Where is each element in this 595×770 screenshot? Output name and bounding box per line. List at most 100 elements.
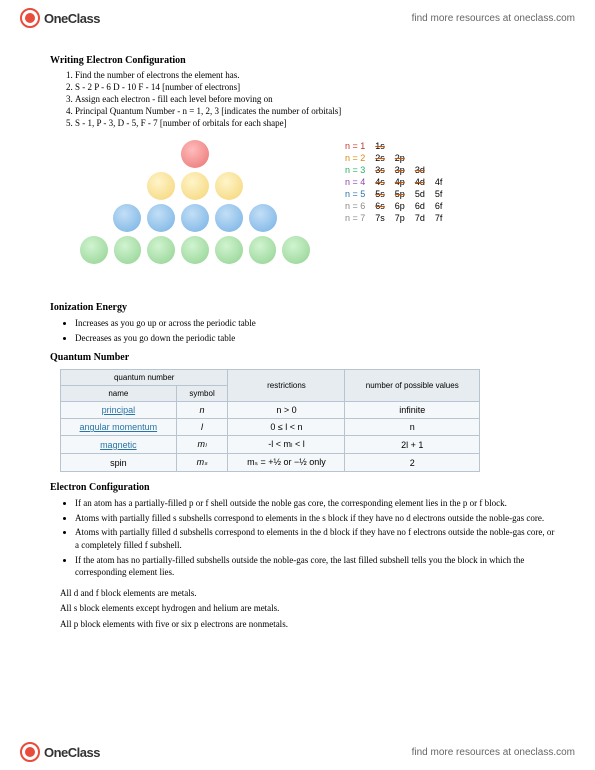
table-cell: -l < mₗ < l [228,436,345,454]
ec-list: If an atom has a partially-filled p or f… [75,497,555,579]
logo-icon [20,742,40,762]
orbital-f-icon [147,236,175,264]
writing-steps-list: Find the number of electrons the element… [75,70,555,128]
orbital-cell: 5d [410,188,430,200]
note-text: All s block elements except hydrogen and… [60,602,555,615]
orbital-cell: 7f [430,212,448,224]
orbital-cell: 3d [410,164,430,176]
list-item: Increases as you go up or across the per… [75,317,555,330]
orbital-cell: 6f [430,200,448,212]
table-cell: principal [61,402,177,419]
table-header: symbol [176,386,228,402]
orbital-cell: 5f [430,188,448,200]
orbital-cell: 3s [370,164,390,176]
orbital-cell: 4d [410,176,430,188]
table-cell: infinite [345,402,480,419]
header-link[interactable]: find more resources at oneclass.com [412,13,575,24]
page-content: Writing Electron Configuration Find the … [50,55,555,634]
table-cell: 2 [345,454,480,472]
orbital-d-icon [147,204,175,232]
orbital-cell: 7d [410,212,430,224]
section-title-writing: Writing Electron Configuration [50,55,555,66]
orbital-f-icon [80,236,108,264]
list-item: S - 1, P - 3, D - 5, F - 7 [number of or… [75,118,555,128]
orbital-cell: 7p [390,212,410,224]
list-item: Atoms with partially filled s subshells … [75,512,555,525]
orbital-p-icon [215,172,243,200]
orbital-cell: 2p [390,152,410,164]
table-cell: n > 0 [228,402,345,419]
table-cell: 0 ≤ l < n [228,419,345,436]
table-cell: mₗ [176,436,228,454]
level-label: n = 6 [340,200,370,212]
orbital-d-icon [215,204,243,232]
list-item: If the atom has no partially-filled subs… [75,554,555,579]
ionization-list: Increases as you go up or across the per… [75,317,555,344]
table-header: restrictions [228,370,345,402]
orbital-d-icon [181,204,209,232]
list-item: If an atom has a partially-filled p or f… [75,497,555,510]
list-item: Decreases as you go down the periodic ta… [75,332,555,345]
level-label: n = 1 [340,140,370,152]
orbital-f-icon [282,236,310,264]
list-item: Atoms with partially filled d subshells … [75,526,555,551]
level-label: n = 5 [340,188,370,200]
quantum-number-table: quantum number restrictions number of po… [60,369,480,472]
orbital-f-icon [181,236,209,264]
brand-logo: OneClass [20,8,100,28]
table-cell: mₛ = +½ or −½ only [228,454,345,472]
orbital-cell: 4f [430,176,448,188]
table-header: name [61,386,177,402]
list-item: Assign each electron - fill each level b… [75,94,555,104]
orbital-cell: 5p [390,188,410,200]
list-item: Find the number of electrons the element… [75,70,555,80]
table-cell: l [176,419,228,436]
header-bar: OneClass find more resources at oneclass… [0,0,595,36]
diagram-row: n = 11s n = 22s2p n = 33s3p3d n = 44s4p4… [80,140,555,290]
table-cell: n [176,402,228,419]
brand-logo-footer: OneClass [20,742,100,762]
orbital-pyramid-diagram [80,140,310,290]
table-cell: magnetic [61,436,177,454]
orbital-s-icon [181,140,209,168]
level-label: n = 7 [340,212,370,224]
table-header: number of possible values [345,370,480,402]
footer-bar: OneClass find more resources at oneclass… [0,734,595,770]
table-cell: spin [61,454,177,472]
note-text: All p block elements with five or six p … [60,618,555,631]
orbital-cell: 4s [370,176,390,188]
list-item: Principal Quantum Number - n = 1, 2, 3 [… [75,106,555,116]
orbital-cell: 6p [390,200,410,212]
table-cell: mₛ [176,454,228,472]
table-cell: 2l + 1 [345,436,480,454]
orbital-f-icon [249,236,277,264]
level-label: n = 3 [340,164,370,176]
orbital-cell: 4p [390,176,410,188]
orbital-cell: 1s [370,140,390,152]
orbital-cell: 5s [370,188,390,200]
table-header: quantum number [61,370,228,386]
footer-link[interactable]: find more resources at oneclass.com [412,747,575,758]
orbital-cell: 2s [370,152,390,164]
orbital-cell: 6s [370,200,390,212]
orbital-p-icon [147,172,175,200]
orbital-f-icon [215,236,243,264]
section-title-ec: Electron Configuration [50,482,555,493]
orbital-cell: 7s [370,212,390,224]
level-label: n = 4 [340,176,370,188]
orbital-p-icon [181,172,209,200]
logo-text-footer: OneClass [44,745,100,760]
orbital-f-icon [114,236,142,264]
logo-text: OneClass [44,11,100,26]
orbital-cell: 6d [410,200,430,212]
section-title-quantum: Quantum Number [50,352,555,363]
orbital-d-icon [113,204,141,232]
energy-level-table: n = 11s n = 22s2p n = 33s3p3d n = 44s4p4… [340,140,447,224]
orbital-d-icon [249,204,277,232]
table-cell: angular momentum [61,419,177,436]
table-cell: n [345,419,480,436]
orbital-cell: 3p [390,164,410,176]
list-item: S - 2 P - 6 D - 10 F - 14 [number of ele… [75,82,555,92]
section-title-ionization: Ionization Energy [50,302,555,313]
note-text: All d and f block elements are metals. [60,587,555,600]
